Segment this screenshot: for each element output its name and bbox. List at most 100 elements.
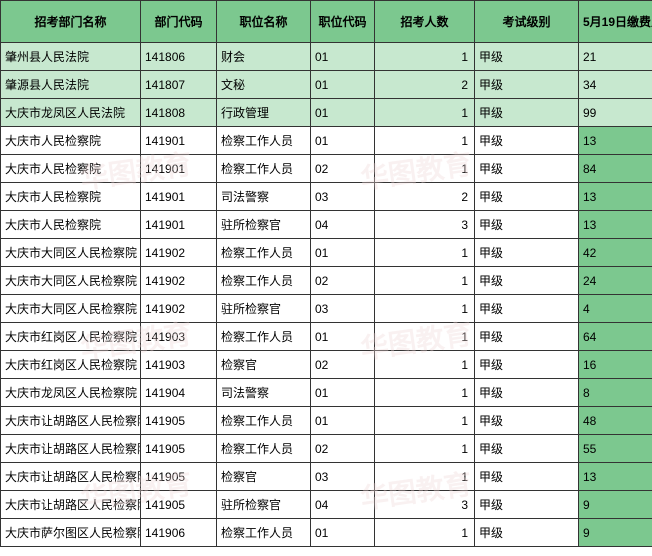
th-recruit-count: 招考人数: [375, 1, 475, 43]
td-position-name: 司法警察: [217, 379, 311, 407]
td-exam-level: 甲级: [475, 155, 579, 183]
td-dept-code: 141905: [141, 435, 217, 463]
table-row: 大庆市让胡路区人民检察院141905检察官031甲级13: [1, 463, 652, 491]
td-dept-code: 141905: [141, 407, 217, 435]
td-recruit-count: 1: [375, 295, 475, 323]
td-dept-code: 141902: [141, 267, 217, 295]
td-dept-name: 肇州县人民法院: [1, 43, 141, 71]
td-position-name: 财会: [217, 43, 311, 71]
td-dept-name: 肇源县人民法院: [1, 71, 141, 99]
td-recruit-count: 3: [375, 491, 475, 519]
td-position-name: 检察官: [217, 351, 311, 379]
td-exam-level: 甲级: [475, 491, 579, 519]
td-recruit-count: 2: [375, 183, 475, 211]
td-dept-name: 大庆市让胡路区人民检察院: [1, 407, 141, 435]
td-fee-count: 13: [579, 127, 652, 155]
table-row: 大庆市人民检察院141901司法警察032甲级13: [1, 183, 652, 211]
td-dept-name: 大庆市龙凤区人民检察院: [1, 379, 141, 407]
td-fee-count: 48: [579, 407, 652, 435]
td-position-code: 01: [311, 99, 375, 127]
td-fee-count: 55: [579, 435, 652, 463]
table-body: 肇州县人民法院141806财会011甲级21肇源县人民法院141807文秘012…: [1, 43, 652, 547]
td-recruit-count: 1: [375, 239, 475, 267]
td-dept-name: 大庆市大同区人民检察院: [1, 267, 141, 295]
table-row: 大庆市让胡路区人民检察院141905驻所检察官043甲级9: [1, 491, 652, 519]
table-row: 大庆市人民检察院141901检察工作人员021甲级84: [1, 155, 652, 183]
td-position-name: 行政管理: [217, 99, 311, 127]
td-exam-level: 甲级: [475, 71, 579, 99]
td-position-name: 驻所检察官: [217, 491, 311, 519]
td-position-name: 检察工作人员: [217, 519, 311, 547]
th-fee-count: 5月19日缴费人数: [579, 1, 652, 43]
table-row: 大庆市红岗区人民检察院141903检察工作人员011甲级64: [1, 323, 652, 351]
td-position-name: 文秘: [217, 71, 311, 99]
td-recruit-count: 1: [375, 267, 475, 295]
table-row: 大庆市萨尔图区人民检察院141906检察工作人员011甲级9: [1, 519, 652, 547]
td-position-name: 检察工作人员: [217, 239, 311, 267]
table-row: 大庆市红岗区人民检察院141903检察官021甲级16: [1, 351, 652, 379]
td-fee-count: 13: [579, 211, 652, 239]
td-position-code: 02: [311, 351, 375, 379]
td-exam-level: 甲级: [475, 463, 579, 491]
td-fee-count: 8: [579, 379, 652, 407]
td-dept-code: 141901: [141, 127, 217, 155]
td-position-code: 03: [311, 183, 375, 211]
td-position-code: 01: [311, 519, 375, 547]
td-position-name: 检察工作人员: [217, 155, 311, 183]
table-row: 大庆市大同区人民检察院141902驻所检察官031甲级4: [1, 295, 652, 323]
td-fee-count: 34: [579, 71, 652, 99]
td-exam-level: 甲级: [475, 351, 579, 379]
td-position-name: 检察工作人员: [217, 127, 311, 155]
td-position-code: 01: [311, 127, 375, 155]
table-row: 大庆市大同区人民检察院141902检察工作人员011甲级42: [1, 239, 652, 267]
td-dept-name: 大庆市人民检察院: [1, 127, 141, 155]
table-row: 大庆市人民检察院141901检察工作人员011甲级13: [1, 127, 652, 155]
td-recruit-count: 1: [375, 519, 475, 547]
td-dept-code: 141902: [141, 239, 217, 267]
td-position-code: 01: [311, 71, 375, 99]
td-dept-code: 141808: [141, 99, 217, 127]
td-exam-level: 甲级: [475, 43, 579, 71]
td-position-code: 02: [311, 155, 375, 183]
td-position-name: 司法警察: [217, 183, 311, 211]
td-exam-level: 甲级: [475, 183, 579, 211]
td-exam-level: 甲级: [475, 519, 579, 547]
td-dept-code: 141901: [141, 211, 217, 239]
td-position-code: 01: [311, 407, 375, 435]
td-dept-name: 大庆市让胡路区人民检察院: [1, 463, 141, 491]
td-exam-level: 甲级: [475, 407, 579, 435]
td-recruit-count: 1: [375, 323, 475, 351]
td-dept-code: 141807: [141, 71, 217, 99]
td-recruit-count: 1: [375, 463, 475, 491]
table-header-row: 招考部门名称 部门代码 职位名称 职位代码 招考人数 考试级别 5月19日缴费人…: [1, 1, 652, 43]
td-dept-code: 141905: [141, 463, 217, 491]
table-row: 大庆市让胡路区人民检察院141905检察工作人员011甲级48: [1, 407, 652, 435]
td-dept-name: 大庆市红岗区人民检察院: [1, 351, 141, 379]
td-fee-count: 21: [579, 43, 652, 71]
td-fee-count: 9: [579, 491, 652, 519]
td-dept-name: 大庆市大同区人民检察院: [1, 239, 141, 267]
td-position-code: 01: [311, 323, 375, 351]
td-fee-count: 13: [579, 183, 652, 211]
td-position-name: 检察工作人员: [217, 323, 311, 351]
td-exam-level: 甲级: [475, 267, 579, 295]
td-exam-level: 甲级: [475, 127, 579, 155]
td-fee-count: 64: [579, 323, 652, 351]
td-exam-level: 甲级: [475, 295, 579, 323]
td-fee-count: 9: [579, 519, 652, 547]
recruitment-table: 招考部门名称 部门代码 职位名称 职位代码 招考人数 考试级别 5月19日缴费人…: [0, 0, 652, 547]
table-row: 肇州县人民法院141806财会011甲级21: [1, 43, 652, 71]
td-dept-code: 141901: [141, 155, 217, 183]
td-recruit-count: 1: [375, 379, 475, 407]
td-position-code: 01: [311, 239, 375, 267]
td-exam-level: 甲级: [475, 435, 579, 463]
td-position-name: 驻所检察官: [217, 295, 311, 323]
td-fee-count: 16: [579, 351, 652, 379]
td-dept-code: 141906: [141, 519, 217, 547]
table-row: 大庆市龙凤区人民法院141808行政管理011甲级99: [1, 99, 652, 127]
td-position-code: 02: [311, 435, 375, 463]
td-dept-code: 141904: [141, 379, 217, 407]
th-position-name: 职位名称: [217, 1, 311, 43]
table-row: 大庆市人民检察院141901驻所检察官043甲级13: [1, 211, 652, 239]
td-dept-name: 大庆市人民检察院: [1, 183, 141, 211]
